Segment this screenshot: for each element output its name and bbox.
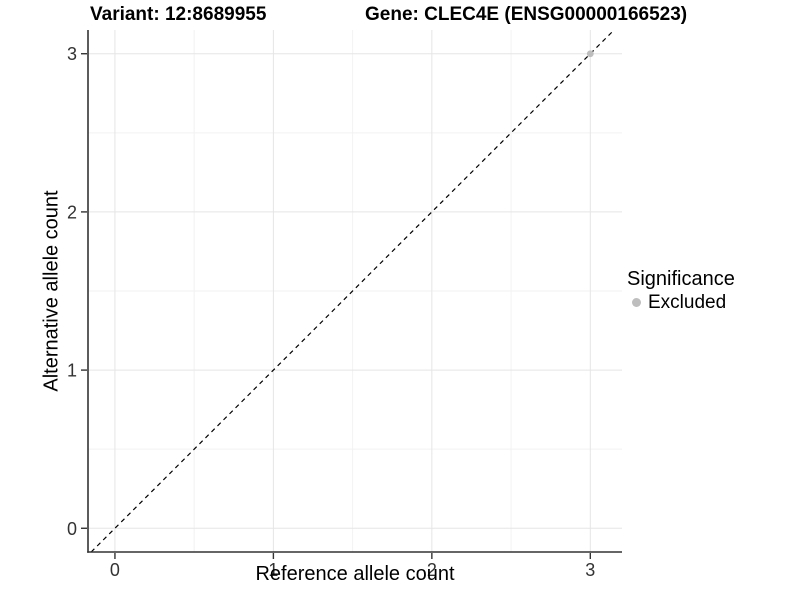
y-axis-label: Alternative allele count [40,190,63,392]
x-tick-label: 1 [268,560,278,580]
identity-line [90,29,615,553]
x-tick-label: 3 [585,560,595,580]
plot-title-gene: Gene: CLEC4E (ENSG00000166523) [365,4,688,25]
x-tick-label: 2 [427,560,437,580]
excluded-point-swatch-icon [632,298,641,307]
legend-item-label: Excluded [648,292,727,313]
legend-item-excluded: Excluded [627,291,735,314]
x-tick-label: 0 [110,560,120,580]
y-tick-label: 1 [67,361,77,381]
y-tick-label: 2 [67,202,77,222]
y-tick-label: 3 [67,44,77,64]
legend-title: Significance [627,268,735,290]
y-tick-label: 0 [67,519,77,539]
data-point [586,50,594,58]
x-axis-label: Reference allele count [255,563,455,585]
plot-title-variant: Variant: 12:8689955 [90,4,267,25]
legend: Significance Excluded [627,267,735,314]
